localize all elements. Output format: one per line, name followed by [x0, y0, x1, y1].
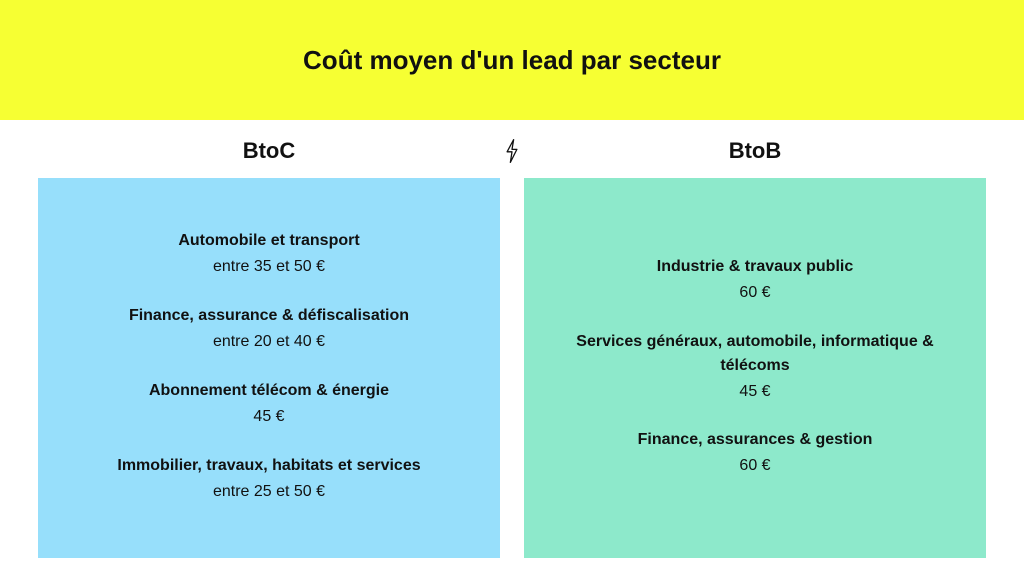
price-label: 45 €	[149, 403, 389, 432]
sector-label: Industrie & travaux public	[657, 255, 853, 279]
list-item: Finance, assurance & défiscalisation ent…	[129, 304, 409, 357]
sector-label: Finance, assurance & défiscalisation	[129, 304, 409, 328]
price-label: entre 20 et 40 €	[129, 328, 409, 357]
list-item: Industrie & travaux public 60 €	[657, 255, 853, 308]
sector-label: Automobile et transport	[178, 229, 359, 253]
column-heading-btoc: BtoC	[40, 138, 498, 164]
price-label: entre 25 et 50 €	[117, 478, 420, 507]
list-item: Automobile et transport entre 35 et 50 €	[178, 229, 359, 282]
list-item: Immobilier, travaux, habitats et service…	[117, 454, 420, 507]
sector-label: Abonnement télécom & énergie	[149, 379, 389, 403]
list-item: Services généraux, automobile, informati…	[542, 330, 968, 407]
sector-label: Immobilier, travaux, habitats et service…	[117, 454, 420, 478]
sector-label: Services généraux, automobile, informati…	[542, 330, 968, 378]
list-item: Abonnement télécom & énergie 45 €	[149, 379, 389, 432]
price-label: entre 35 et 50 €	[178, 253, 359, 282]
columns-body: Automobile et transport entre 35 et 50 €…	[0, 178, 1024, 558]
sector-label: Finance, assurances & gestion	[638, 428, 873, 452]
page-title: Coût moyen d'un lead par secteur	[303, 45, 721, 76]
column-heading-btob: BtoB	[526, 138, 984, 164]
price-label: 60 €	[638, 452, 873, 481]
list-item: Finance, assurances & gestion 60 €	[638, 428, 873, 481]
lightning-bolt-icon	[498, 138, 526, 164]
columns-header: BtoC BtoB	[0, 120, 1024, 178]
panel-btoc: Automobile et transport entre 35 et 50 €…	[38, 178, 500, 558]
price-label: 45 €	[542, 378, 968, 407]
page: Coût moyen d'un lead par secteur BtoC Bt…	[0, 0, 1024, 576]
panel-btob: Industrie & travaux public 60 € Services…	[524, 178, 986, 558]
title-bar: Coût moyen d'un lead par secteur	[0, 0, 1024, 120]
price-label: 60 €	[657, 279, 853, 308]
